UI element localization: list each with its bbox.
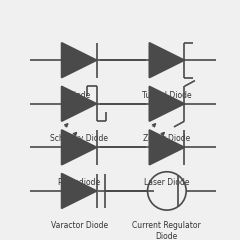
- Polygon shape: [62, 43, 97, 78]
- Polygon shape: [149, 86, 184, 121]
- Text: Photodiode: Photodiode: [58, 178, 101, 187]
- Polygon shape: [62, 86, 97, 121]
- Text: Current Regulator
Diode: Current Regulator Diode: [132, 222, 201, 240]
- Text: Diode: Diode: [68, 91, 90, 100]
- Polygon shape: [62, 130, 97, 165]
- Text: Schottky Diode: Schottky Diode: [50, 134, 108, 143]
- Polygon shape: [62, 174, 97, 208]
- Text: Laser Diode: Laser Diode: [144, 178, 190, 187]
- Text: Zener Diode: Zener Diode: [143, 134, 191, 143]
- Polygon shape: [149, 130, 184, 165]
- Polygon shape: [149, 43, 184, 78]
- Text: Varactor Diode: Varactor Diode: [51, 222, 108, 230]
- Text: Tunnel Diode: Tunnel Diode: [142, 91, 192, 100]
